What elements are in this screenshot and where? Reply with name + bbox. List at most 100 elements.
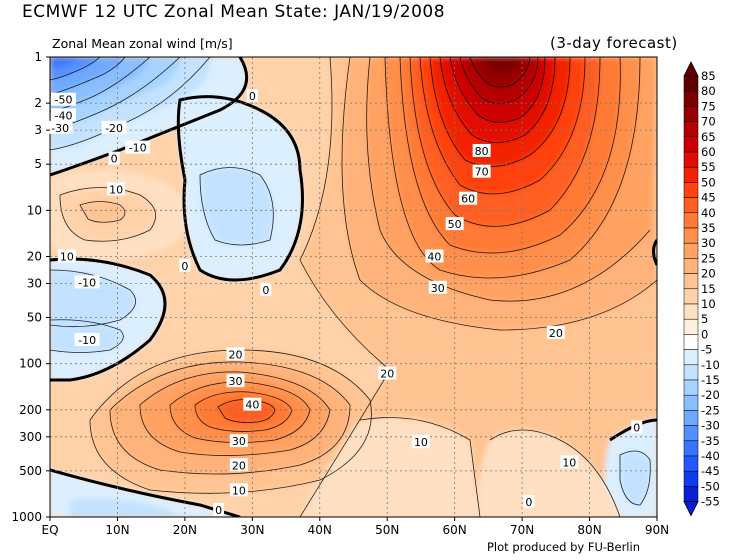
y-tick-label: 20 — [27, 249, 42, 263]
contour-label: 80 — [472, 143, 491, 158]
y-tick-label: 1000 — [11, 510, 42, 524]
y-tick-label: 200 — [19, 403, 42, 417]
svg-text:-40: -40 — [55, 109, 73, 122]
colorbar-swatch — [683, 75, 699, 92]
contour-label: 20 — [229, 458, 248, 472]
colorbar-label: -35 — [701, 434, 720, 448]
svg-text:10: 10 — [60, 250, 74, 263]
colorbar-swatch — [683, 182, 699, 198]
svg-text:40: 40 — [245, 399, 259, 412]
contour-label: -10 — [125, 140, 151, 155]
y-tick-label: 3 — [34, 123, 42, 137]
x-tick-label: 90N — [645, 523, 669, 537]
svg-text:30: 30 — [431, 282, 445, 295]
x-tick-label: 60N — [443, 523, 467, 537]
contour-label: -20 — [101, 120, 127, 135]
svg-text:20: 20 — [549, 327, 563, 340]
y-tick-label: 100 — [19, 357, 42, 371]
contour-label: 20 — [226, 347, 245, 361]
svg-text:0: 0 — [215, 504, 222, 517]
y-tick-label: 300 — [19, 430, 42, 444]
svg-text:-30: -30 — [51, 122, 69, 135]
contour-label: 10 — [57, 249, 76, 263]
svg-text:30: 30 — [232, 435, 246, 448]
contour-label: 10 — [229, 483, 248, 497]
contour-label: 10 — [411, 435, 430, 449]
contour-label: 40 — [425, 249, 444, 263]
svg-text:-50: -50 — [55, 94, 73, 107]
contour-label: 60 — [459, 191, 478, 206]
colorbar-swatch — [683, 151, 699, 168]
svg-text:70: 70 — [475, 166, 489, 179]
contour-label: 20 — [546, 325, 565, 340]
contour-label: 0 — [108, 151, 120, 166]
colorbar-label: 5 — [701, 312, 708, 326]
colorbar-swatch — [683, 318, 699, 335]
contour-label: 30 — [428, 280, 447, 295]
colorbar-swatch — [683, 121, 699, 138]
colorbar-label: -40 — [701, 449, 720, 463]
colorbar-label: 15 — [701, 282, 716, 296]
colorbar-label: -30 — [701, 419, 720, 433]
y-tick-label: 10 — [27, 203, 42, 217]
chart-title: ECMWF 12 UTC Zonal Mean State: JAN/19/20… — [22, 2, 446, 22]
x-tick-label: 10N — [105, 523, 129, 537]
colorbar-label: 35 — [701, 221, 716, 235]
y-tick-label: 1 — [34, 50, 42, 64]
contour-label: 0 — [631, 420, 643, 434]
svg-text:-10: -10 — [129, 142, 147, 155]
colorbar-swatch — [683, 242, 699, 259]
forecast-label: (3-day forecast) — [550, 34, 678, 52]
colorbar-swatch — [683, 440, 699, 457]
svg-text:40: 40 — [427, 250, 441, 263]
credit-text: Plot produced by FU-Berlin — [487, 540, 640, 554]
colorbar-swatch — [683, 90, 699, 107]
colorbar-label: 55 — [701, 160, 716, 174]
contour-labels: -50-40-30 -20-10010100-10-100080706050403… — [47, 89, 643, 517]
contour-label: 0 — [260, 282, 272, 297]
colorbar-label: -10 — [701, 358, 720, 372]
svg-text:0: 0 — [525, 496, 532, 509]
colorbar-swatch — [683, 227, 699, 244]
contour-label: 10 — [560, 455, 579, 469]
contour-label: -50 — [50, 92, 76, 107]
colorbar-swatch — [683, 212, 699, 229]
contour-label: 10 — [107, 182, 126, 196]
colorbar-label: -5 — [701, 343, 712, 357]
svg-text:0: 0 — [249, 90, 256, 103]
colorbar-label: 40 — [701, 206, 716, 220]
plot-area: -50-40-30 -20-10010100-10-100080706050403… — [47, 56, 658, 518]
svg-text:-20: -20 — [105, 122, 123, 135]
colorbar-swatch — [683, 258, 699, 274]
colorbar-label: -55 — [701, 495, 720, 509]
colorbar-label: -20 — [701, 388, 720, 402]
colorbar: 8580757065605550454035302520151050-5-10-… — [683, 61, 720, 517]
contour-label: -40 — [50, 108, 76, 122]
colorbar-label: 20 — [701, 267, 716, 281]
colorbar-label: 70 — [701, 115, 716, 129]
colorbar-label: -45 — [701, 464, 720, 478]
svg-text:10: 10 — [562, 456, 576, 469]
svg-text:10: 10 — [109, 183, 123, 196]
colorbar-swatch — [683, 410, 699, 426]
colorbar-bottom-arrow — [683, 501, 699, 517]
svg-text:0: 0 — [633, 421, 640, 434]
colorbar-label: 10 — [701, 297, 716, 311]
colorbar-label: -50 — [701, 479, 720, 493]
svg-text:20: 20 — [228, 348, 242, 361]
colorbar-swatch — [683, 273, 699, 290]
x-tick-label: 70N — [510, 523, 534, 537]
contour-label: -30 — [47, 120, 73, 135]
colorbar-swatch — [683, 349, 699, 366]
axes: EQ 10N 20N 30N 40N 50N 60N 70N 80N 90N 1 2 3 5 10 20 30 5… — [11, 50, 669, 537]
svg-text:80: 80 — [475, 145, 489, 158]
colorbar-label: 80 — [701, 84, 716, 98]
y-tick-label: 2 — [34, 96, 42, 110]
colorbar-label: 45 — [701, 191, 716, 205]
x-tick-label: 20N — [173, 523, 197, 537]
contour-label: 0 — [213, 502, 225, 517]
svg-text:30: 30 — [228, 375, 242, 388]
colorbar-swatch — [683, 136, 699, 153]
svg-text:60: 60 — [461, 193, 475, 206]
contour-label: -10 — [74, 275, 100, 289]
